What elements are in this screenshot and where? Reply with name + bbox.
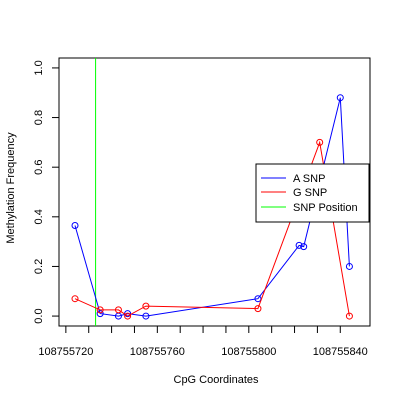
- legend: A SNP G SNP SNP Position: [255, 163, 370, 223]
- plot-frame: [58, 57, 371, 327]
- y-axis-label: Methylation Frequency: [5, 132, 17, 244]
- y-tick-label: 0.0: [33, 308, 45, 323]
- data-point-g-snp: [114, 306, 122, 314]
- data-point-g-snp: [124, 312, 132, 320]
- y-tick-label: 0.8: [33, 110, 45, 125]
- data-point-a-snp: [142, 312, 150, 320]
- data-point-g-snp: [96, 306, 104, 314]
- legend-label-snp-position: SNP Position: [293, 202, 358, 214]
- data-point-a-snp: [71, 222, 79, 229]
- data-point-a-snp: [336, 94, 344, 102]
- data-point-a-snp: [345, 262, 353, 270]
- data-point-a-snp: [96, 310, 104, 318]
- legend-label-a-snp: A SNP: [293, 173, 325, 185]
- data-point-a-snp: [254, 295, 262, 303]
- y-tick-label: 0.6: [33, 160, 45, 175]
- data-point-g-snp: [254, 305, 262, 313]
- data-point-a-snp: [295, 241, 303, 249]
- data-point-a-snp: [300, 243, 308, 251]
- y-tick-label: 0.4: [33, 209, 45, 224]
- y-tick-label: 1.0: [33, 60, 45, 75]
- x-axis-label: CpG Coordinates: [174, 374, 259, 386]
- data-point-g-snp: [142, 302, 150, 310]
- legend-label-g-snp: G SNP: [293, 187, 327, 199]
- data-point-g-snp: [71, 295, 79, 303]
- data-point-g-snp: [316, 138, 324, 146]
- x-tick-label: 108755840: [313, 346, 368, 358]
- x-tick-label: 108755760: [130, 346, 185, 358]
- x-tick-label: 108755800: [221, 346, 276, 358]
- y-tick-label: 0.2: [33, 259, 45, 274]
- legend-box: [255, 163, 370, 223]
- data-point-g-snp: [345, 312, 353, 320]
- x-tick-label: 108755720: [38, 346, 93, 358]
